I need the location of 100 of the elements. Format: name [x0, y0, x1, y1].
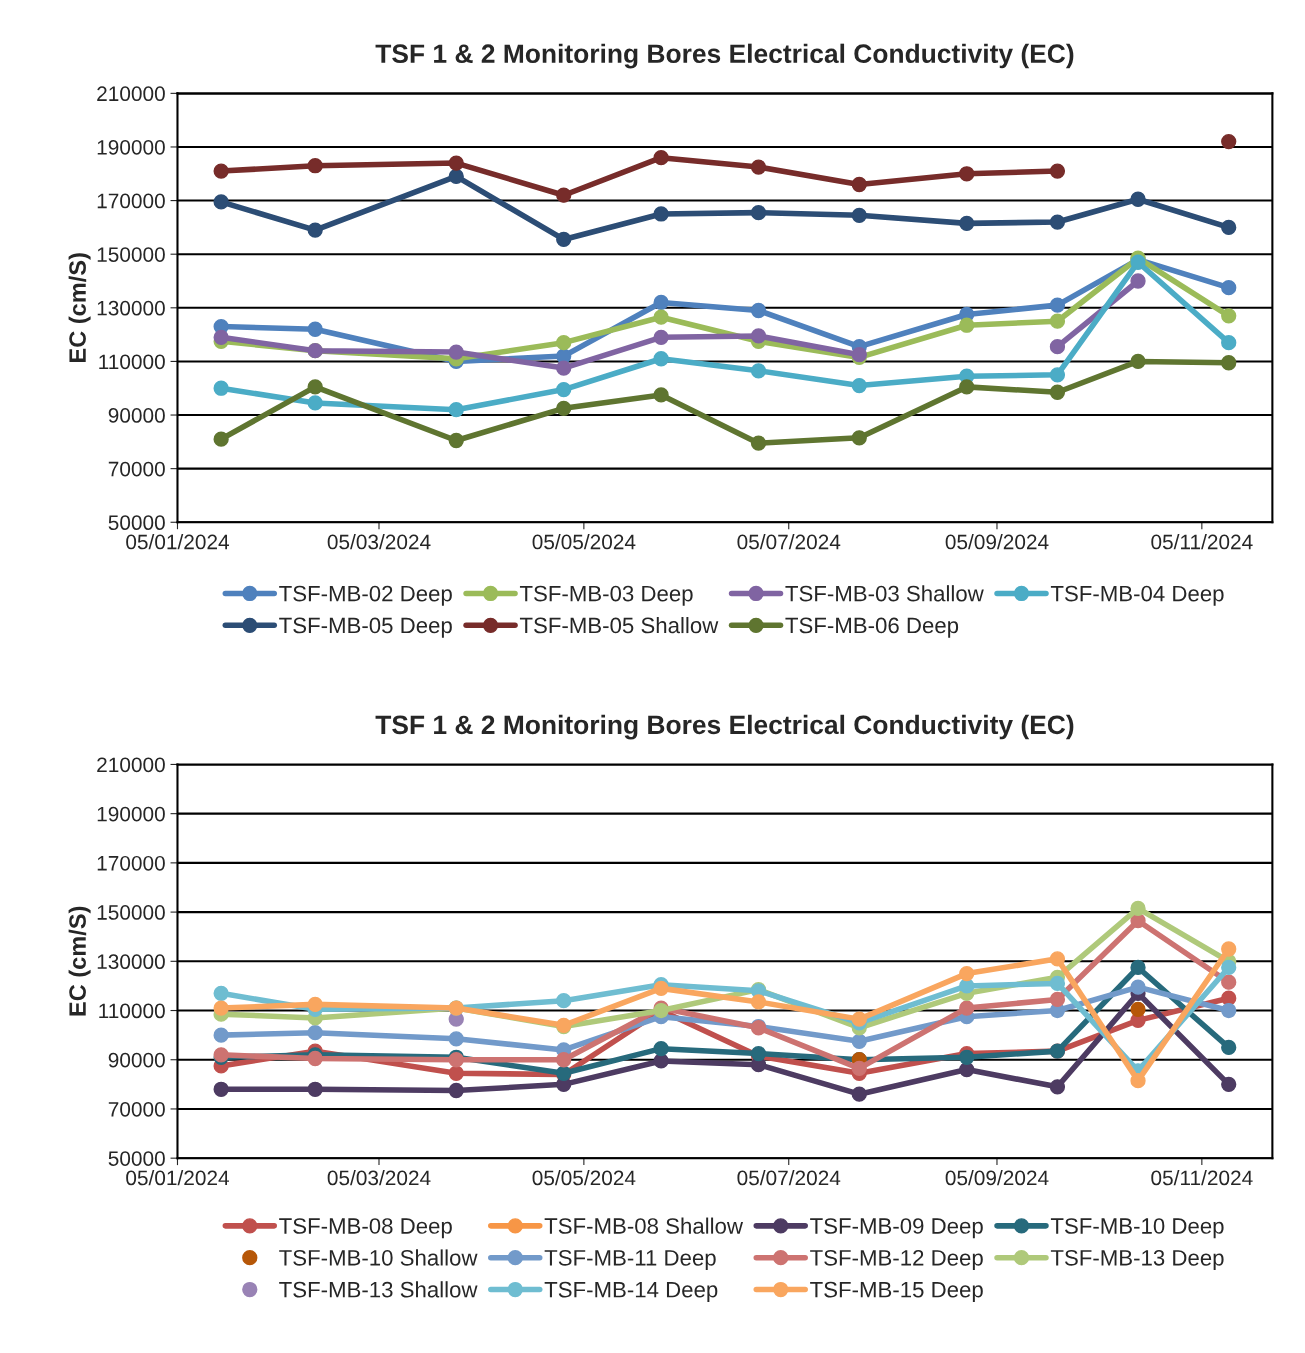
- y-tick-label: 210000: [97, 86, 165, 102]
- point: [750, 159, 767, 175]
- y-tick-label: 50000: [108, 1151, 165, 1166]
- point: [307, 1050, 323, 1067]
- legend-label: TSF-MB-12 Deep: [810, 1249, 983, 1271]
- legend-label: TSF-MB-03 Deep: [519, 585, 693, 606]
- point: [851, 430, 867, 446]
- y-tick-label: 110000: [99, 354, 165, 370]
- point: [556, 400, 572, 416]
- point: [959, 1061, 975, 1078]
- point: [1049, 297, 1066, 313]
- chart-title: TSF 1 & 2 Monitoring Bores Electrical Conductivity (EC): [375, 43, 1074, 69]
- point: [1049, 1079, 1066, 1095]
- point: [1130, 979, 1146, 995]
- point: [1130, 273, 1146, 289]
- x-tick-label: 05/07/2024: [737, 1169, 841, 1186]
- point: [448, 1065, 464, 1081]
- x-tick-label: 05/09/2024: [945, 534, 1049, 550]
- y-tick-label: 190000: [97, 806, 165, 822]
- point: [1049, 951, 1066, 967]
- y-tick-label: 90000: [108, 1052, 165, 1068]
- legend-label: TSF-MB-13 Shallow: [279, 1281, 478, 1298]
- point: [851, 1033, 867, 1049]
- legend-label: TSF-MB-08 Shallow: [544, 1217, 744, 1234]
- y-axis-title: EC (cm/S): [68, 906, 91, 1016]
- point: [213, 380, 229, 396]
- point: [213, 1000, 229, 1016]
- point: [1049, 214, 1066, 230]
- point: [653, 150, 669, 166]
- point: [1049, 991, 1066, 1008]
- point: [556, 381, 572, 398]
- y-tick-label: 90000: [108, 408, 165, 423]
- legend-label: TSF-MB-05 Shallow: [519, 616, 719, 634]
- point: [448, 1031, 464, 1047]
- y-tick-label: 70000: [108, 1101, 165, 1117]
- legend-label: TSF-MB-15 Deep: [810, 1281, 983, 1302]
- x-tick-label: 05/03/2024: [327, 534, 431, 550]
- point: [959, 166, 975, 182]
- x-tick-label: 05/03/2024: [327, 1169, 431, 1186]
- point: [750, 435, 767, 451]
- point: [851, 1086, 867, 1102]
- point: [307, 321, 323, 337]
- point: [448, 344, 464, 360]
- legend-label: TSF-MB-08 Deep: [279, 1218, 452, 1239]
- y-tick-label: 210000: [97, 757, 165, 773]
- y-axis-title: EC (cm/S): [68, 253, 91, 362]
- point: [1221, 1039, 1237, 1056]
- legend-label: TSF-MB-02 Deep: [279, 585, 452, 606]
- point: [448, 168, 464, 185]
- y-tick-label: 130000: [97, 954, 165, 970]
- x-tick-label: 05/05/2024: [532, 1169, 636, 1186]
- point: [556, 993, 572, 1009]
- y-tick-label: 130000: [97, 300, 165, 316]
- point: [213, 1027, 229, 1043]
- chart-title: TSF 1 & 2 Monitoring Bores Electrical Conductivity (EC): [375, 714, 1074, 740]
- x-tick-label: 05/11/2024: [1151, 534, 1253, 550]
- point: [556, 360, 572, 376]
- point: [1049, 163, 1066, 179]
- point: [1221, 219, 1237, 236]
- point: [959, 317, 975, 333]
- point: [1130, 191, 1146, 207]
- point: [448, 402, 464, 418]
- point: [307, 1025, 323, 1041]
- point: [213, 329, 229, 345]
- point: [448, 1082, 464, 1099]
- y-tick-label: 150000: [97, 247, 165, 262]
- point: [959, 1049, 975, 1065]
- point: [307, 996, 323, 1013]
- point: [653, 980, 669, 997]
- x-tick-label: 05/01/2024: [126, 534, 230, 550]
- point: [653, 351, 669, 367]
- point: [1221, 335, 1237, 351]
- point: [959, 215, 975, 232]
- x-tick-label: 05/07/2024: [737, 534, 841, 550]
- point: [1049, 313, 1066, 329]
- y-tick-label: 150000: [97, 905, 165, 920]
- point: [959, 1000, 975, 1016]
- legend-label: TSF-MB-10 Shallow: [279, 1249, 478, 1266]
- point: [556, 335, 572, 351]
- legend-label: TSF-MB-11 Deep: [544, 1249, 716, 1271]
- point: [653, 1041, 669, 1057]
- point: [213, 985, 229, 1001]
- point: [653, 206, 669, 222]
- legend-label: TSF-MB-13 Deep: [1050, 1249, 1224, 1271]
- legend-label: TSF-MB-06 Deep: [785, 617, 959, 638]
- x-tick-label: 05/01/2024: [126, 1169, 230, 1186]
- point: [851, 207, 867, 223]
- point: [1049, 384, 1066, 400]
- point: [1221, 941, 1237, 957]
- point: [307, 158, 323, 174]
- point: [959, 965, 975, 982]
- point: [307, 395, 323, 411]
- x-tick-label: 05/11/2024: [1151, 1169, 1253, 1186]
- legend-label: TSF-MB-09 Deep: [810, 1218, 983, 1239]
- x-tick-label: 05/05/2024: [532, 534, 636, 550]
- point: [750, 994, 767, 1010]
- point: [851, 377, 867, 394]
- y-tick-label: 70000: [108, 461, 165, 477]
- point: [750, 205, 767, 221]
- point: [653, 387, 669, 403]
